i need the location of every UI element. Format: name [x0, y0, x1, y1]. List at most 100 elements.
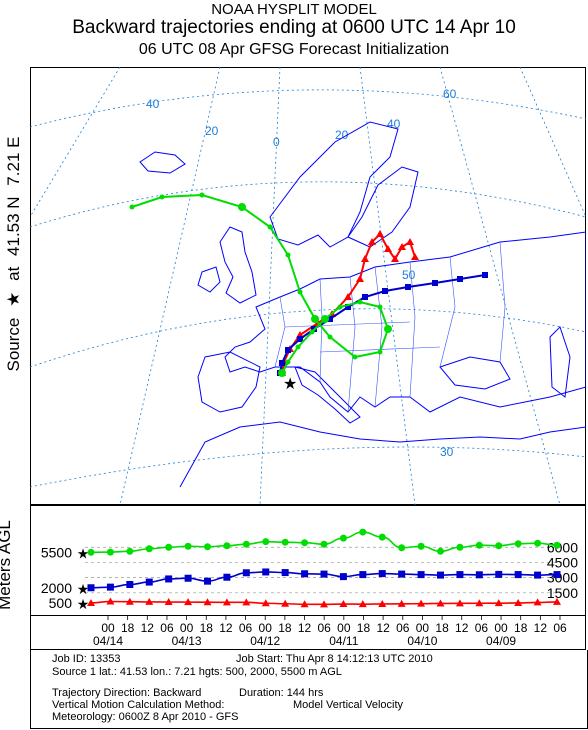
source-star-icon: ★ — [283, 376, 297, 393]
height-point — [145, 597, 154, 605]
trajectory-point — [199, 192, 205, 198]
hour-tick-label: 06 — [475, 621, 489, 635]
trajectory-point — [356, 275, 364, 282]
trajectory-point — [285, 359, 291, 365]
height-point — [359, 571, 367, 579]
height-point — [125, 597, 134, 605]
vertical-method: Vertical Motion Calculation Method: — [52, 699, 225, 711]
height-point — [262, 538, 270, 546]
trajectory-map: 40 20 0 20 40 60 50 30 — [30, 67, 586, 505]
date-tick-label: 04/10 — [407, 634, 437, 648]
height-point — [456, 571, 464, 579]
height-point — [533, 598, 542, 606]
trajectory-point — [411, 253, 419, 260]
height-point — [242, 540, 250, 548]
star-icon: ★ — [4, 291, 23, 307]
source-word: Source — [4, 317, 23, 372]
height-point — [126, 547, 134, 555]
hour-tick-label: 18 — [121, 621, 135, 635]
hour-tick-label: 00 — [259, 621, 273, 635]
height-point — [145, 578, 153, 586]
height-point — [184, 542, 192, 550]
right-tick-label: 3000 — [547, 570, 578, 586]
trajectory-line — [131, 193, 390, 374]
height-point — [437, 547, 444, 555]
grid-label-20e: 20 — [335, 128, 349, 142]
trajectory-point — [405, 284, 411, 290]
trajectory-point — [321, 315, 329, 323]
height-point — [397, 599, 406, 607]
height-point — [553, 597, 561, 605]
source-lat: 41.53 N — [4, 196, 23, 256]
start-star-icon: ★ — [77, 545, 90, 561]
hour-tick-label: 18 — [514, 621, 528, 635]
height-point — [494, 599, 503, 607]
height-point — [437, 571, 444, 579]
height-point — [378, 570, 386, 578]
trajectory-point — [345, 304, 351, 310]
hour-tick-label: 12 — [534, 621, 548, 635]
height-point — [223, 542, 231, 550]
height-point — [378, 599, 387, 607]
height-point — [223, 573, 231, 581]
trajectory-point — [361, 255, 369, 262]
trajectory-point — [432, 280, 438, 286]
trajectory-point — [352, 354, 358, 360]
trajectory-point — [311, 315, 319, 323]
hour-tick-label: 12 — [141, 621, 155, 635]
height-point — [514, 598, 523, 606]
trajectory-point — [297, 336, 303, 342]
height-point — [495, 570, 503, 578]
left-tick-label: 5500 — [41, 544, 72, 560]
date-tick-label: 04/13 — [172, 634, 202, 648]
hour-tick-label: 06 — [160, 621, 174, 635]
height-point — [87, 598, 95, 606]
height-point — [358, 600, 367, 608]
trajectory-line — [281, 232, 416, 374]
trajectory-point — [238, 203, 246, 211]
height-point — [534, 539, 542, 547]
trajectory-point — [357, 299, 363, 305]
trajectory-point — [327, 334, 333, 340]
trajectory-point — [285, 252, 291, 258]
hour-tick-label: 06 — [553, 621, 567, 635]
height-point — [320, 600, 328, 608]
hour-tick-label: 18 — [278, 621, 292, 635]
trajectory-point — [129, 204, 135, 210]
left-tick-label: 2000 — [41, 580, 72, 596]
height-point — [106, 548, 114, 556]
meters-agl-label: Meters AGL — [0, 520, 14, 610]
grid-label-40e: 40 — [387, 117, 401, 131]
source-lon: 7.21 E — [4, 136, 23, 186]
height-point — [204, 577, 211, 585]
chart-subtitle: 06 UTC 08 Apr GFSG Forecast Initializati… — [138, 41, 450, 58]
height-point — [165, 575, 173, 583]
trajectory-point — [297, 289, 303, 295]
date-tick-label: 04/12 — [250, 634, 280, 648]
meteorology: Meteorology: 0600Z 8 Apr 2010 - GFS — [52, 711, 239, 723]
trajectory-point — [368, 238, 376, 245]
source-label: Source ★ at 41.53 N 7.21 E — [4, 94, 24, 414]
hour-tick-label: 12 — [376, 621, 390, 635]
height-point — [300, 600, 309, 608]
job-id: Job ID: 13353 — [52, 653, 121, 665]
height-point — [165, 543, 173, 551]
trajectory-point — [278, 369, 286, 377]
hour-tick-label: 06 — [317, 621, 331, 635]
trajectory-point — [327, 316, 333, 322]
hour-tick-label: 00 — [416, 621, 430, 635]
height-point — [339, 573, 347, 581]
right-tick-label: 4500 — [547, 554, 578, 570]
trajectory-point — [382, 288, 388, 294]
height-point — [398, 544, 406, 552]
trajectory-point — [391, 255, 399, 262]
duration: Duration: 144 hrs — [239, 687, 324, 699]
trajectory-point — [406, 238, 414, 245]
hour-tick-label: 18 — [200, 621, 214, 635]
left-tick-label: 500 — [49, 595, 73, 611]
hour-tick-label: 00 — [337, 621, 351, 635]
height-point — [456, 543, 464, 551]
hour-tick-label: 12 — [455, 621, 469, 635]
trajectory-point — [398, 243, 406, 250]
